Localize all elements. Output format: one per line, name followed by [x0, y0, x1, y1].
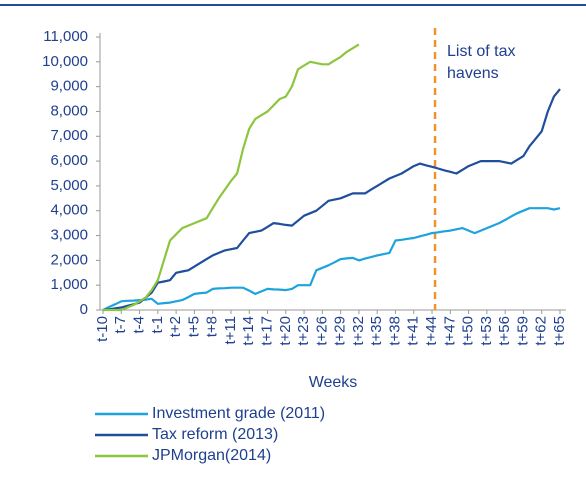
x-tick-label: t+50: [460, 316, 477, 346]
x-tick-label: t+35: [368, 316, 385, 346]
y-tick-label: 3,000: [50, 227, 88, 244]
series-line: [102, 207, 561, 311]
x-tick-label: t+29: [332, 316, 349, 346]
y-tick-label: 5,000: [50, 177, 88, 194]
y-tick-label: 1,000: [50, 276, 88, 293]
x-axis-label: Weeks: [309, 374, 358, 391]
y-tick-label: 9,000: [50, 78, 88, 95]
series-line: [102, 88, 561, 312]
y-tick-label: 4,000: [50, 202, 88, 219]
x-tick-label: t+41: [405, 316, 422, 346]
x-tick-label: t+20: [277, 316, 294, 346]
x-tick-label: t+17: [258, 316, 275, 346]
x-tick-label: t+5: [185, 316, 202, 337]
legend-label: JPMorgan(2014): [152, 447, 271, 464]
x-tick-label: t+47: [441, 316, 458, 346]
y-tick-label: 7,000: [50, 127, 88, 144]
x-tick-label: t+26: [313, 316, 330, 346]
annotation: havens: [447, 65, 499, 82]
x-tick-label: t+11: [222, 316, 239, 345]
y-tick-label: 6,000: [50, 152, 88, 169]
x-tick-label: t+65: [551, 316, 568, 346]
x-tick-label: t+8: [204, 316, 221, 337]
x-tick-label: t+2: [167, 316, 184, 337]
x-tick-label: t+44: [423, 316, 440, 346]
y-tick-label: 11,000: [43, 28, 88, 45]
x-tick-label: t-7: [112, 316, 129, 334]
x-tick-label: t-4: [131, 316, 148, 334]
series-line: [103, 43, 360, 312]
x-tick-label: t-1: [149, 316, 166, 334]
x-tick-label: t+32: [350, 316, 367, 346]
x-tick-label: t+38: [386, 316, 403, 346]
x-tick-label: t+56: [496, 316, 513, 346]
y-tick-label: 10,000: [42, 53, 88, 70]
legend-label: Investment grade (2011): [152, 405, 325, 422]
x-tick-label: t+62: [533, 316, 550, 346]
y-tick-label: 0: [80, 301, 88, 318]
x-tick-label: t-10: [94, 316, 111, 342]
x-tick-label: t+23: [295, 316, 312, 346]
x-tick-label: t+14: [240, 316, 257, 346]
x-tick-label: t+53: [478, 316, 495, 346]
legend-label: Tax reform (2013): [152, 426, 278, 443]
y-tick-label: 8,000: [50, 102, 88, 119]
x-tick-label: t+59: [514, 316, 531, 346]
annotation: List of tax: [447, 43, 515, 60]
y-tick-label: 2,000: [50, 251, 88, 268]
